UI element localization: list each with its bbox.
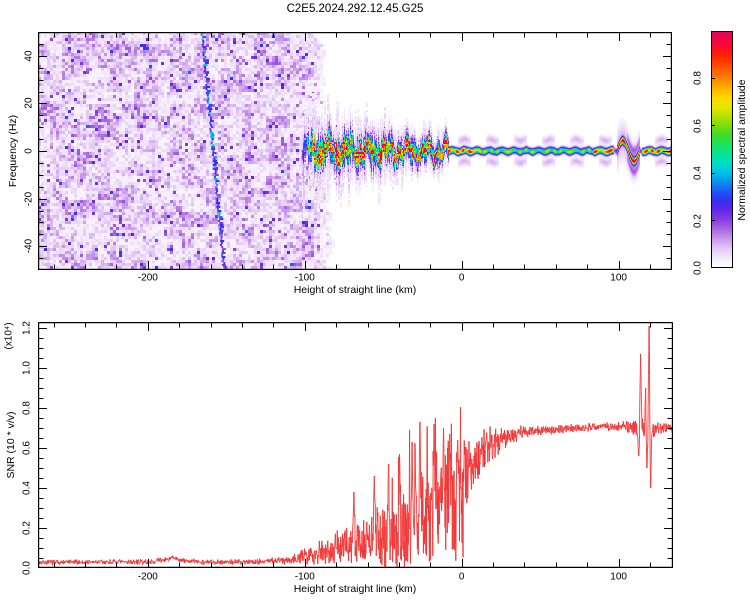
spectrogram-y-tick-label: -20	[23, 191, 35, 206]
snr-y-tick-label: 0.8	[21, 401, 33, 415]
snr-x-tick-label: -200	[137, 571, 158, 583]
spectrogram-y-tick-label: -40	[23, 238, 35, 254]
spectrogram-y-tick-label: 20	[23, 97, 35, 109]
colorbar-canvas	[711, 31, 733, 268]
snr-y-tick-label: 1.2	[21, 321, 33, 335]
colorbar-label: Normalized spectral amplitude	[736, 79, 748, 221]
snr-y-axis-label: SNR (10 * v/v)	[5, 411, 17, 479]
colorbar-tick-label: 0.2	[692, 213, 704, 228]
spectrogram-y-tick-label: 0	[23, 148, 35, 154]
snr-y-tick-label: 0.6	[21, 441, 33, 455]
snr-x-axis-label: Height of straight line (km)	[293, 583, 417, 595]
colorbar-tick-label: 0.0	[692, 261, 704, 275]
snr-x-tick-label: 100	[610, 571, 627, 583]
snr-canvas	[38, 322, 673, 568]
colorbar-tick-label: 0.6	[692, 118, 704, 133]
spectrogram-y-axis-label: Frequency (Hz)	[7, 114, 19, 188]
snr-y-tick-label: 0.4	[21, 481, 33, 495]
spectrogram-canvas	[38, 32, 672, 270]
figure-title: C2E5.2024.292.12.45.G25	[286, 3, 424, 15]
snr-y-tick-label: 0.2	[21, 521, 33, 535]
snr-x-tick-label: 0	[458, 571, 465, 583]
spectrogram-y-tick-label: 40	[23, 50, 35, 62]
colorbar-tick-label: 0.4	[692, 166, 704, 181]
spectrogram-x-tick-label: 100	[610, 272, 627, 284]
colorbar-tick-label: 0.8	[692, 71, 704, 86]
spectrogram-x-tick-label: 0	[458, 272, 465, 284]
snr-y-scale-label: (x10⁴)	[3, 322, 15, 350]
snr-y-tick-label: 0.0	[21, 561, 33, 575]
spectrogram-x-tick-label: -200	[137, 272, 158, 284]
spectrogram-x-tick-label: -100	[294, 272, 315, 284]
snr-x-tick-label: -100	[294, 571, 315, 583]
spectrogram-x-axis-label: Height of straight line (km)	[293, 284, 417, 296]
snr-y-tick-label: 1.0	[21, 361, 33, 375]
